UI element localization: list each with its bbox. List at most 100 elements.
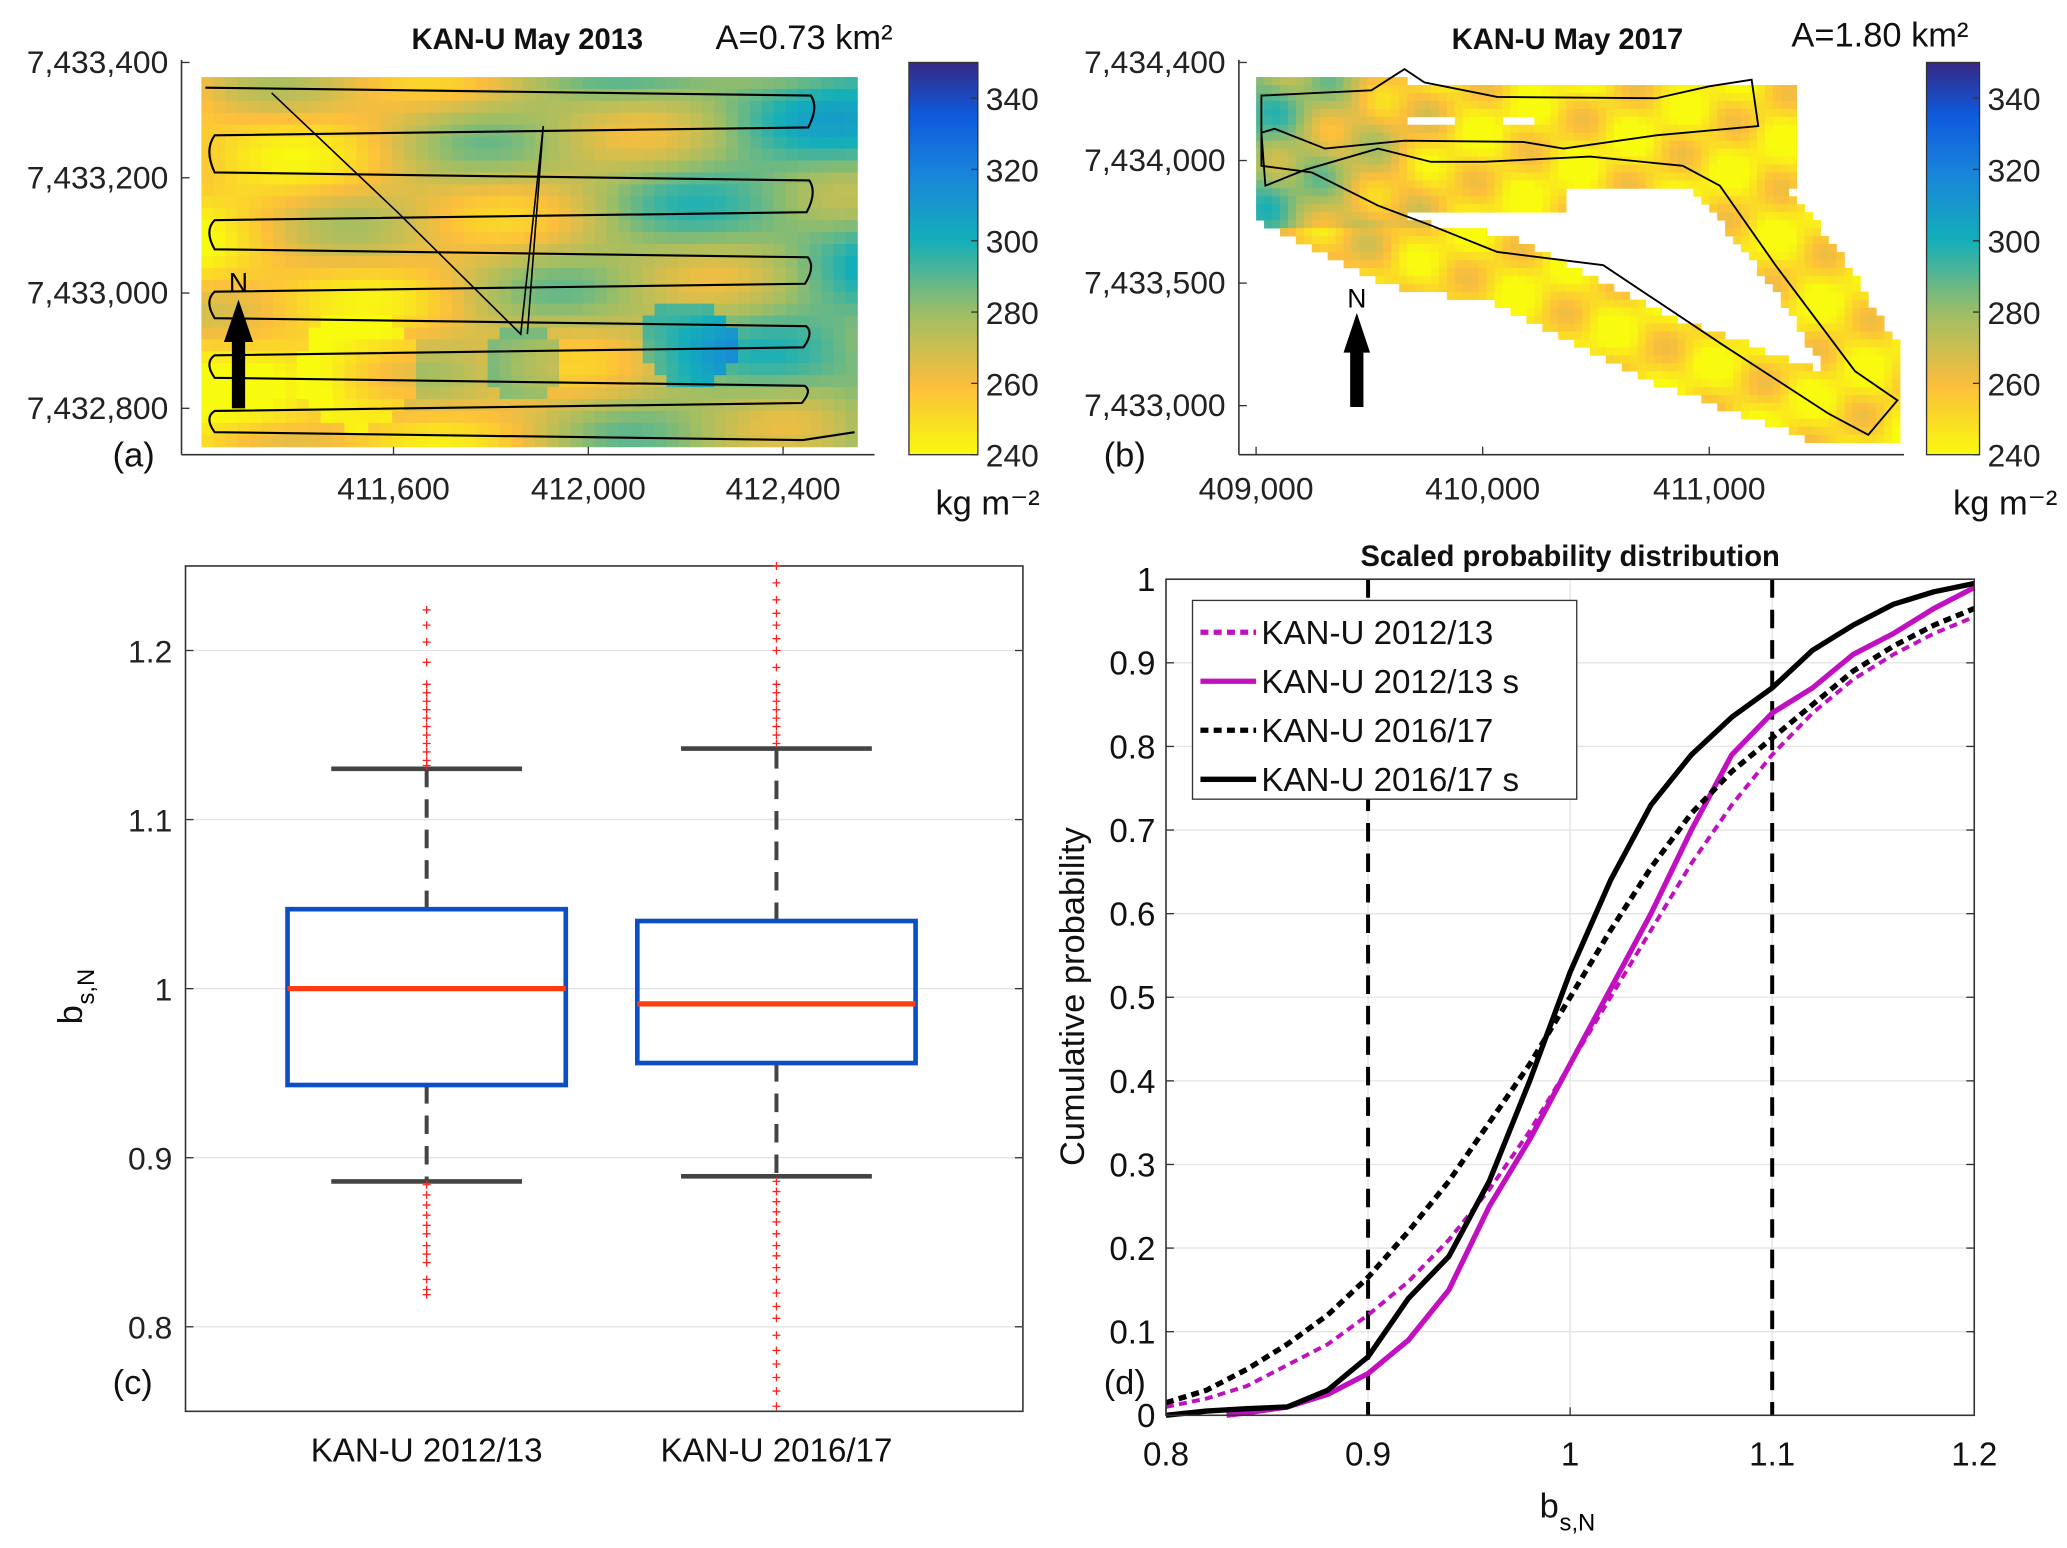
- colorbar-swatch: [1926, 332, 1980, 337]
- heatmap-cell: [1812, 275, 1821, 285]
- y-tick-label: 0.3: [1109, 1147, 1155, 1184]
- heatmap-cell: [559, 267, 572, 281]
- heatmap-cell: [1884, 403, 1893, 412]
- heatmap-cell: [1693, 100, 1702, 110]
- heatmap-cell: [1518, 251, 1527, 261]
- heatmap-cell: [1343, 204, 1352, 213]
- heatmap-cell: [559, 351, 572, 364]
- heatmap-cell: [380, 422, 393, 436]
- heatmap-cell: [308, 172, 322, 185]
- heatmap-cell: [1756, 196, 1766, 205]
- heatmap-cell: [1438, 92, 1448, 102]
- heatmap-cell: [1574, 148, 1583, 157]
- heatmap-cell: [1749, 387, 1758, 396]
- heatmap-cell: [1685, 124, 1694, 134]
- heatmap-cell: [1526, 164, 1535, 173]
- heatmap-cell: [1828, 434, 1837, 444]
- heatmap-cell: [821, 339, 834, 352]
- heatmap-cell: [1812, 236, 1821, 245]
- heatmap-cell: [571, 196, 584, 209]
- heatmap-cell: [821, 422, 834, 436]
- heatmap-cell: [1518, 188, 1527, 197]
- heatmap-cell: [1804, 299, 1813, 308]
- heatmap-cell: [1780, 275, 1790, 285]
- heatmap-cell: [1367, 220, 1376, 229]
- heatmap-cell: [1661, 148, 1670, 157]
- colorbar-swatch: [1926, 102, 1980, 106]
- colorbar-swatch: [908, 351, 978, 355]
- heatmap-cell: [738, 399, 751, 412]
- heatmap-cell: [1590, 124, 1599, 134]
- heatmap-cell: [738, 100, 751, 114]
- heatmap-cell: [1764, 379, 1774, 388]
- heatmap-cell: [1462, 267, 1472, 277]
- heatmap-cell: [308, 220, 322, 233]
- heatmap-cell: [272, 399, 286, 412]
- heatmap-cell: [1709, 100, 1718, 110]
- heatmap-cell: [630, 351, 644, 364]
- heatmap-cell: [571, 410, 584, 424]
- heatmap-cell: [427, 136, 441, 150]
- heatmap-cell: [356, 148, 369, 162]
- outlier-marker: [422, 1241, 431, 1250]
- heatmap-cell: [678, 422, 691, 436]
- colorbar-tick-label: 280: [986, 295, 1039, 331]
- heatmap-cell: [1597, 307, 1607, 316]
- heatmap-cell: [320, 327, 334, 340]
- heatmap-cell: [1669, 347, 1678, 356]
- colorbar-swatch: [1926, 303, 1980, 307]
- heatmap-cell: [1796, 283, 1806, 293]
- heatmap-cell: [332, 148, 346, 162]
- heatmap-cell: [535, 267, 548, 281]
- heatmap-cell: [1462, 188, 1472, 197]
- heatmap-cell: [344, 255, 357, 269]
- heatmap-cell: [296, 232, 310, 245]
- heatmap-cell: [1717, 387, 1726, 396]
- heatmap-cell: [1446, 164, 1456, 173]
- heatmap-cell: [1653, 108, 1662, 118]
- heatmap-cell: [1375, 85, 1384, 94]
- heatmap-cell: [1605, 180, 1615, 189]
- heatmap-cell: [1772, 196, 1782, 205]
- heatmap-cell: [249, 434, 262, 448]
- heatmap-cell: [1486, 148, 1495, 157]
- heatmap-cell: [356, 315, 369, 329]
- heatmap-cell: [618, 88, 632, 102]
- heatmap-cell: [1629, 315, 1639, 324]
- heatmap-cell: [547, 291, 560, 305]
- heatmap-cell: [332, 363, 346, 376]
- heatmap-cell: [1431, 244, 1440, 253]
- heatmap-cell: [1597, 291, 1607, 301]
- heatmap-cell: [1518, 108, 1527, 118]
- heatmap-cell: [749, 399, 763, 412]
- heatmap-cell: [1335, 212, 1344, 221]
- heatmap-cell: [308, 315, 322, 329]
- heatmap-cell: [773, 255, 787, 269]
- heatmap-cell: [1351, 77, 1360, 86]
- heatmap-cell: [547, 160, 560, 173]
- colorbar-swatch: [1926, 420, 1980, 424]
- colorbar-swatch: [908, 324, 978, 329]
- colorbar-swatch: [908, 298, 978, 302]
- heatmap-cell: [1542, 116, 1551, 126]
- colorbar-swatch: [908, 348, 978, 352]
- heatmap-cell: [726, 77, 739, 90]
- heatmap-cell: [666, 244, 679, 257]
- heatmap-cell: [1828, 299, 1837, 308]
- heatmap-cell: [1796, 212, 1806, 221]
- heatmap-cell: [1423, 228, 1432, 237]
- heatmap-cell: [809, 279, 823, 293]
- heatmap-cell: [1327, 228, 1336, 237]
- heatmap-cell: [523, 160, 536, 173]
- heatmap-cell: [523, 351, 536, 364]
- heatmap-cell: [344, 136, 357, 150]
- heatmap-cell: [523, 100, 536, 114]
- x-tick-label: 412,000: [531, 471, 646, 507]
- heatmap-cell: [416, 410, 429, 424]
- colorbar-swatch: [1926, 134, 1980, 138]
- heatmap-cell: [1574, 315, 1583, 324]
- heatmap-cell: [1796, 395, 1806, 404]
- heatmap-cell: [1470, 164, 1480, 173]
- heatmap-cell: [630, 303, 644, 317]
- heatmap-cell: [1359, 108, 1368, 118]
